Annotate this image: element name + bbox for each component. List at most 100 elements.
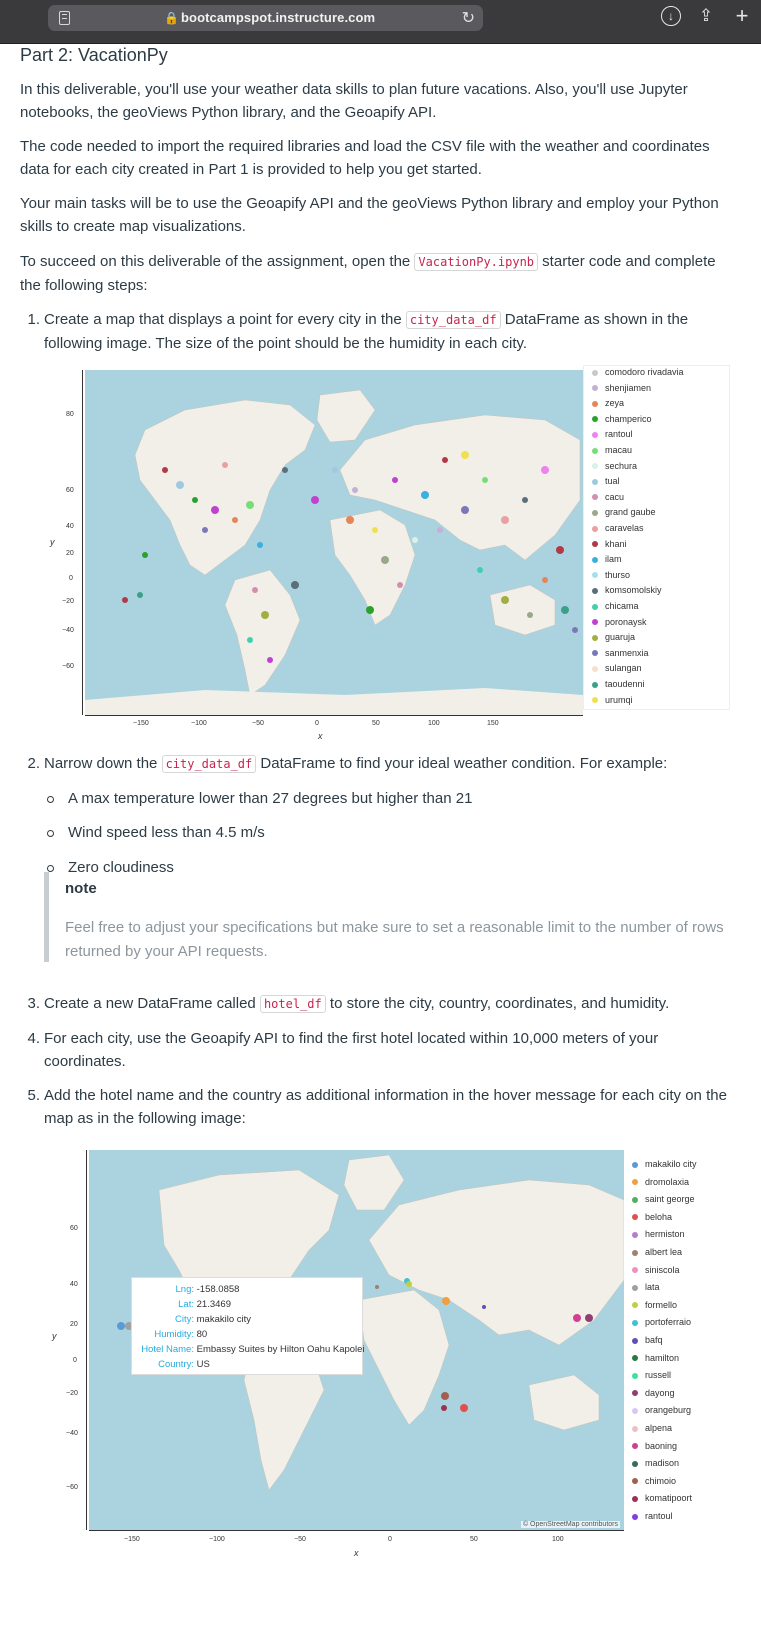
intro-paragraph-4: To succeed on this deliverable of the as…	[20, 250, 730, 297]
legend-item[interactable]: urumqi	[592, 694, 633, 708]
legend-label: chimoio	[645, 1475, 677, 1486]
legend-item[interactable]: beloha	[632, 1211, 672, 1225]
legend-item[interactable]: saint george	[632, 1193, 695, 1207]
download-icon[interactable]: ↓	[661, 6, 681, 26]
legend-item[interactable]: ilam	[592, 553, 622, 567]
legend-item[interactable]: formello	[632, 1299, 677, 1313]
map2-ytick: −20	[66, 1390, 78, 1397]
legend-item[interactable]: grand gaube	[592, 506, 656, 520]
legend-item[interactable]: tual	[592, 475, 620, 489]
city-humidity-map-figure: 80 60 40 20 0 −20 −40 −60 y −150 −100 −5…	[38, 365, 738, 755]
legend-item[interactable]: sanmenxia	[592, 647, 649, 661]
legend-item[interactable]: rantoul	[592, 428, 633, 442]
legend-swatch	[632, 1355, 638, 1362]
legend-swatch	[592, 666, 598, 673]
legend-swatch	[592, 525, 598, 532]
legend-label: thurso	[605, 569, 631, 580]
address-bar[interactable]: 🔒 bootcampspot.instructure.com ↻	[48, 5, 483, 31]
map2-ytick: 60	[70, 1225, 78, 1232]
legend-item[interactable]: albert lea	[632, 1246, 682, 1260]
legend-item[interactable]: khani	[592, 538, 627, 552]
legend-item[interactable]: baoning	[632, 1440, 677, 1454]
reload-icon[interactable]: ↻	[461, 10, 475, 27]
legend-item[interactable]: zeya	[592, 397, 624, 411]
legend-item[interactable]: sechura	[592, 460, 637, 474]
legend-item[interactable]: lata	[632, 1281, 660, 1295]
bullet-item: Zero cloudiness	[47, 856, 174, 879]
legend-item[interactable]: hamilton	[632, 1352, 679, 1366]
legend-item[interactable]: madison	[632, 1457, 679, 1471]
hover-value: 21.3469	[194, 1299, 231, 1310]
legend-item[interactable]: comodoro rivadavia	[592, 366, 684, 380]
legend-item[interactable]: thurso	[592, 569, 630, 583]
note-text: Feel free to adjust your specifications …	[65, 919, 724, 960]
legend-label: tual	[605, 476, 620, 487]
hover-row: Lng: -158.0858	[138, 1282, 356, 1297]
legend-item[interactable]: sulangan	[592, 662, 642, 676]
bullet-text: A max temperature lower than 27 degrees …	[68, 790, 473, 807]
legend-label: orangeburg	[645, 1405, 692, 1416]
legend-label: baoning	[645, 1440, 678, 1451]
legend-item[interactable]: champerico	[592, 413, 652, 427]
step-2-number: 2.	[27, 755, 40, 772]
step-1-number: 1.	[27, 311, 40, 328]
map1-x-axis	[85, 715, 583, 716]
legend-label: hamilton	[645, 1352, 680, 1363]
legend-swatch	[632, 1232, 638, 1239]
map-attribution[interactable]: © OpenStreetMap contributors	[520, 1521, 620, 1528]
legend-swatch	[632, 1320, 638, 1327]
legend-label: ilam	[605, 554, 622, 565]
map1-xtick: −100	[191, 720, 207, 727]
legend-swatch	[592, 478, 598, 485]
legend-item[interactable]: bafq	[632, 1334, 663, 1348]
legend-item[interactable]: dromolaxia	[632, 1176, 689, 1190]
legend-item[interactable]: taoudenni	[592, 678, 645, 692]
legend-item[interactable]: rantoul	[632, 1510, 673, 1524]
legend-item[interactable]: russell	[632, 1369, 671, 1383]
legend-item[interactable]: cacu	[592, 491, 624, 505]
url-text[interactable]: bootcampspot.instructure.com	[181, 10, 376, 25]
legend-swatch	[632, 1161, 638, 1168]
legend-item[interactable]: orangeburg	[632, 1404, 691, 1418]
map1-ytick: −40	[62, 627, 74, 634]
legend-swatch	[632, 1425, 638, 1432]
world-map-1[interactable]	[85, 370, 583, 715]
legend-swatch	[632, 1408, 638, 1415]
legend-swatch	[592, 681, 598, 688]
legend-item[interactable]: caravelas	[592, 522, 644, 536]
legend-item[interactable]: alpena	[632, 1422, 672, 1436]
legend-item[interactable]: poronaysk	[592, 616, 647, 630]
world-map-2[interactable]: Lng: -158.0858 Lat: 21.3469 City: makakilo…	[89, 1150, 624, 1530]
legend-item[interactable]: macau	[592, 444, 632, 458]
legend-label: caravelas	[605, 523, 644, 533]
legend-item[interactable]: hermiston	[632, 1228, 685, 1242]
map2-ytick: 20	[70, 1321, 78, 1328]
legend-item[interactable]: dayong	[632, 1387, 675, 1401]
legend-item[interactable]: chicama	[592, 600, 639, 614]
legend-item[interactable]: chimoio	[632, 1475, 676, 1489]
legend-swatch	[592, 385, 598, 392]
step2-code: city_data_df	[161, 755, 257, 773]
new-tab-icon[interactable]: +	[735, 3, 749, 28]
legend-item[interactable]: portoferraio	[632, 1316, 691, 1330]
legend-item[interactable]: makakilo city	[632, 1158, 697, 1172]
bullet-item: Wind speed less than 4.5 m/s	[47, 821, 265, 844]
legend-item[interactable]: komatipoort	[632, 1492, 692, 1506]
legend-swatch	[632, 1249, 638, 1256]
hotel-points	[117, 1278, 593, 1412]
legend-item[interactable]: guaruja	[592, 631, 635, 645]
tabs-icon[interactable]	[59, 11, 70, 25]
legend-item[interactable]: siniscola	[632, 1264, 680, 1278]
legend-label: shenjiamen	[605, 382, 652, 393]
hover-value: -158.0858	[194, 1284, 240, 1295]
map1-y-axis	[82, 370, 83, 715]
legend-swatch	[592, 603, 598, 610]
legend-item[interactable]: shenjiamen	[592, 382, 651, 396]
share-icon[interactable]: ⇪	[698, 6, 714, 25]
step3-text-b: to store the city, country, coordinates,…	[325, 995, 670, 1012]
legend-label: taoudenni	[605, 679, 645, 689]
notebook-filename: VacationPy.ipynb	[414, 253, 539, 271]
map1-ytick: 20	[66, 550, 74, 557]
legend-swatch	[632, 1196, 638, 1203]
legend-item[interactable]: komsomolskiy	[592, 584, 662, 598]
